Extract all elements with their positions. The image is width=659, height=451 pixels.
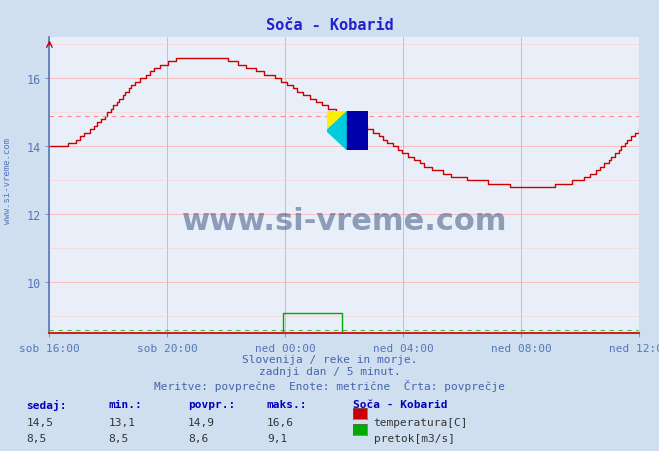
Text: 8,5: 8,5 bbox=[109, 433, 129, 443]
Text: povpr.:: povpr.: bbox=[188, 399, 235, 409]
Text: 16,6: 16,6 bbox=[267, 417, 294, 427]
Text: 8,5: 8,5 bbox=[26, 433, 47, 443]
Text: sedaj:: sedaj: bbox=[26, 399, 67, 410]
Text: Meritve: povprečne  Enote: metrične  Črta: povprečje: Meritve: povprečne Enote: metrične Črta:… bbox=[154, 379, 505, 391]
Polygon shape bbox=[327, 112, 347, 131]
Text: Soča - Kobarid: Soča - Kobarid bbox=[353, 399, 447, 409]
Text: www.si-vreme.com: www.si-vreme.com bbox=[3, 138, 13, 223]
Text: 14,9: 14,9 bbox=[188, 417, 215, 427]
Text: 13,1: 13,1 bbox=[109, 417, 136, 427]
Polygon shape bbox=[327, 112, 347, 151]
Text: 14,5: 14,5 bbox=[26, 417, 53, 427]
Text: Slovenija / reke in morje.: Slovenija / reke in morje. bbox=[242, 354, 417, 364]
Text: 9,1: 9,1 bbox=[267, 433, 287, 443]
Text: 8,6: 8,6 bbox=[188, 433, 208, 443]
Polygon shape bbox=[347, 112, 368, 151]
Text: min.:: min.: bbox=[109, 399, 142, 409]
Text: temperatura[C]: temperatura[C] bbox=[374, 417, 468, 427]
Text: www.si-vreme.com: www.si-vreme.com bbox=[182, 207, 507, 236]
Text: maks.:: maks.: bbox=[267, 399, 307, 409]
Text: pretok[m3/s]: pretok[m3/s] bbox=[374, 433, 455, 443]
Text: Soča - Kobarid: Soča - Kobarid bbox=[266, 18, 393, 33]
Text: zadnji dan / 5 minut.: zadnji dan / 5 minut. bbox=[258, 367, 401, 377]
